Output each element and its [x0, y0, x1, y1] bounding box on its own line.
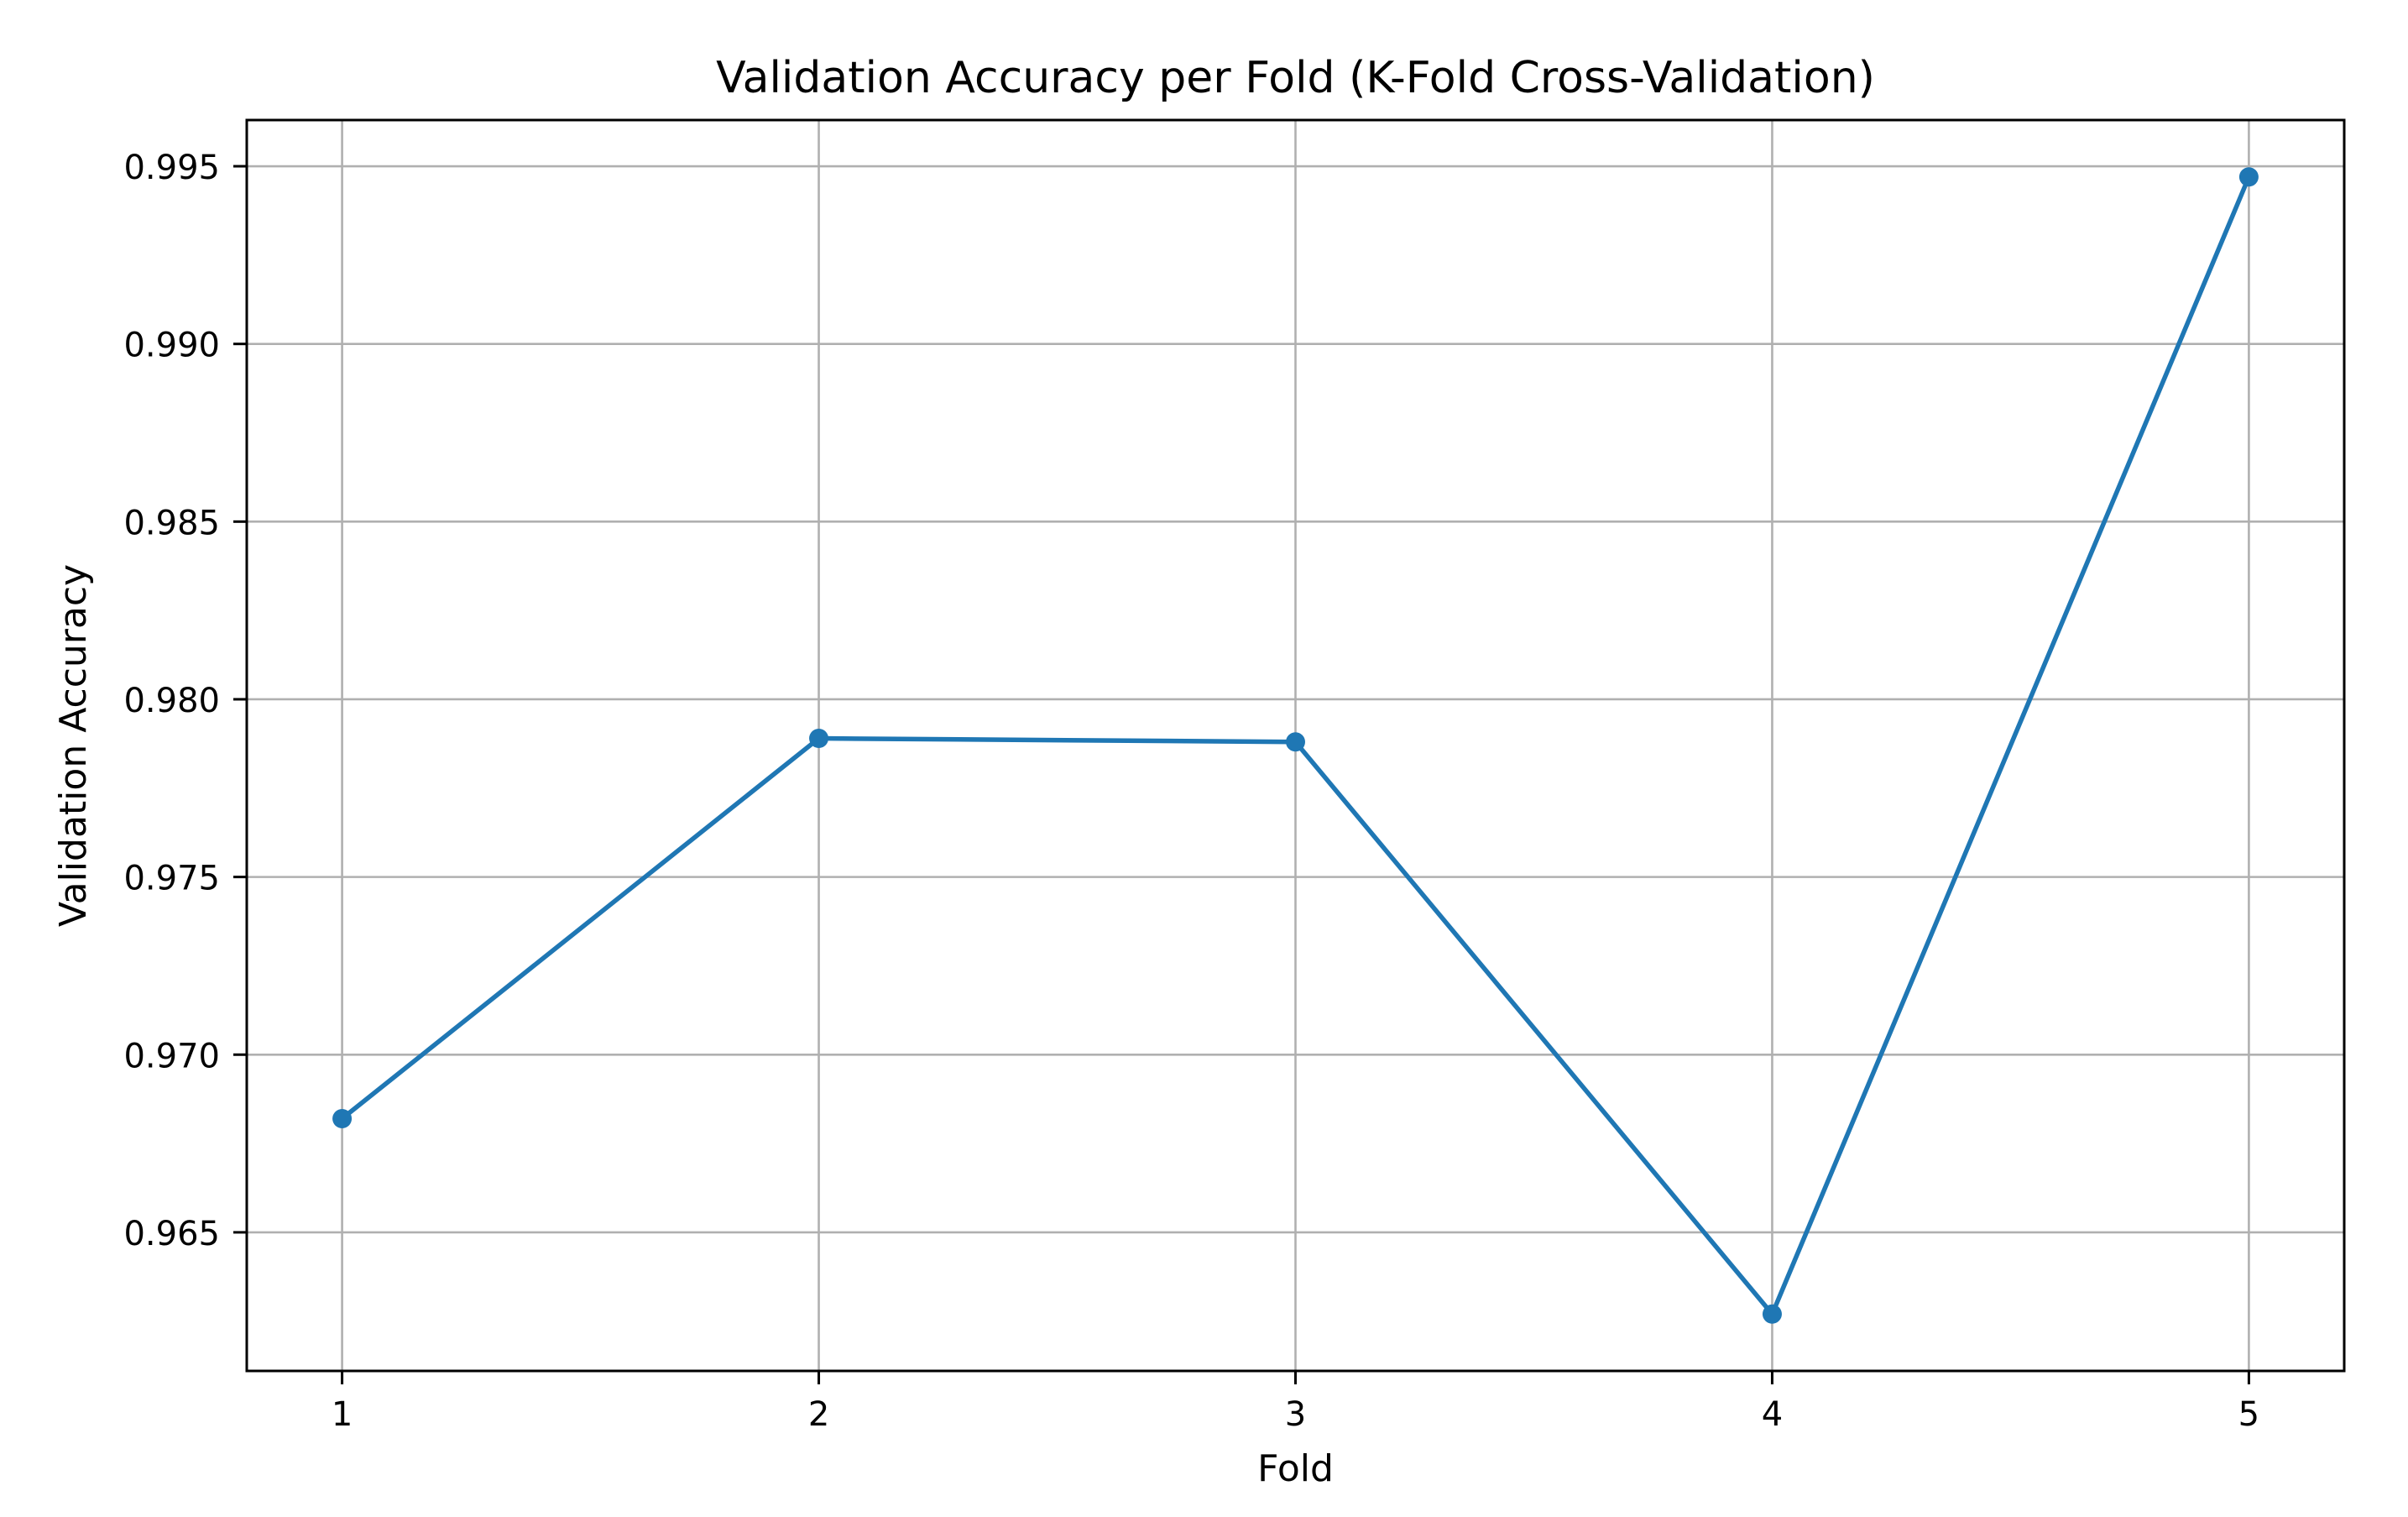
y-tick-label: 0.965 [123, 1215, 220, 1253]
y-tick-label: 0.995 [123, 149, 220, 187]
x-tick-label: 2 [808, 1395, 829, 1434]
plot-border [245, 118, 2346, 1373]
data-point [2238, 167, 2259, 187]
y-tick-label: 0.980 [123, 682, 220, 720]
y-tick-label: 0.970 [123, 1037, 220, 1075]
data-series [332, 167, 2259, 1324]
y-tick-labels: 0.965 0.970 0.975 0.980 0.985 0.990 0.995 [123, 149, 220, 1253]
chart-title: Validation Accuracy per Fold (K-Fold Cro… [716, 53, 1875, 103]
y-tick-label: 0.975 [123, 860, 220, 898]
y-axis-label: Validation Accuracy [52, 564, 95, 927]
x-tick-label: 5 [2238, 1395, 2259, 1434]
y-tick-label: 0.985 [123, 504, 220, 542]
data-point [809, 729, 829, 749]
data-point [1762, 1304, 1782, 1324]
axis-tick-marks [233, 165, 2250, 1384]
x-axis-label: Fold [1257, 1447, 1334, 1490]
x-tick-labels: 1 2 3 4 5 [332, 1395, 2259, 1434]
x-tick-label: 4 [1762, 1395, 1783, 1434]
y-tick-label: 0.990 [123, 327, 220, 365]
x-tick-label: 1 [332, 1395, 353, 1434]
gridlines [247, 120, 2344, 1371]
data-point [1286, 732, 1305, 752]
data-point [332, 1108, 353, 1128]
x-tick-label: 3 [1285, 1395, 1306, 1434]
